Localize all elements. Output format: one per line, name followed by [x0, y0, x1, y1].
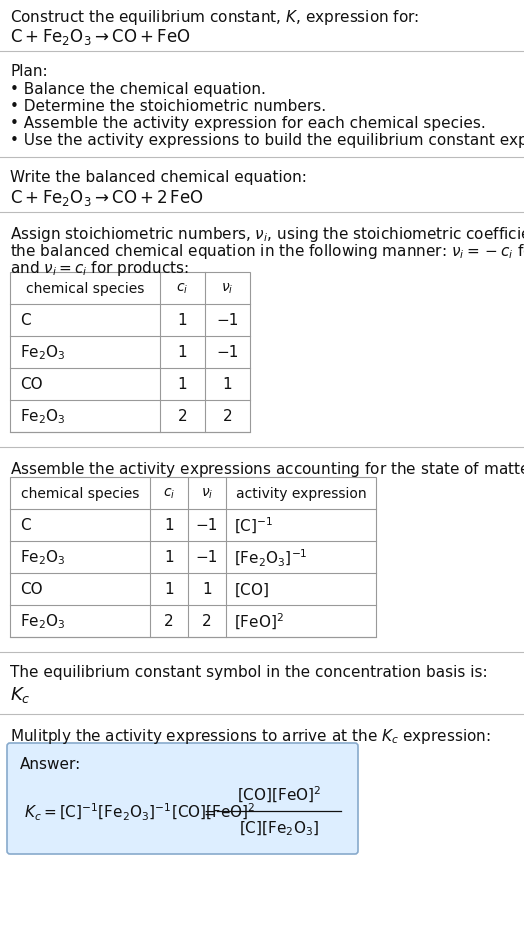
- Text: • Use the activity expressions to build the equilibrium constant expression.: • Use the activity expressions to build …: [10, 133, 524, 148]
- Text: $K_c$: $K_c$: [10, 684, 30, 704]
- Text: $\nu_i$: $\nu_i$: [221, 282, 234, 296]
- Text: −1: −1: [216, 346, 239, 360]
- Text: 1: 1: [178, 313, 187, 328]
- Text: $K_c = [\mathrm{C}]^{-1}[\mathrm{Fe_2O_3}]^{-1}[\mathrm{CO}][\mathrm{FeO}]^2$: $K_c = [\mathrm{C}]^{-1}[\mathrm{Fe_2O_3…: [24, 801, 256, 822]
- Text: • Balance the chemical equation.: • Balance the chemical equation.: [10, 82, 266, 97]
- Text: $\mathrm{Fe_2O_3}$: $\mathrm{Fe_2O_3}$: [20, 548, 66, 566]
- Text: −1: −1: [216, 313, 239, 328]
- Text: The equilibrium constant symbol in the concentration basis is:: The equilibrium constant symbol in the c…: [10, 664, 488, 680]
- Text: $[\mathrm{CO}]$: $[\mathrm{CO}]$: [234, 581, 269, 598]
- Text: Assign stoichiometric numbers, $\nu_i$, using the stoichiometric coefficients, $: Assign stoichiometric numbers, $\nu_i$, …: [10, 225, 524, 244]
- Text: Write the balanced chemical equation:: Write the balanced chemical equation:: [10, 169, 307, 185]
- Text: • Determine the stoichiometric numbers.: • Determine the stoichiometric numbers.: [10, 99, 326, 114]
- Text: $c_i$: $c_i$: [163, 486, 175, 501]
- Text: 1: 1: [164, 550, 174, 565]
- Text: $\mathrm{Fe_2O_3}$: $\mathrm{Fe_2O_3}$: [20, 344, 66, 362]
- Text: 2: 2: [223, 409, 232, 424]
- Text: $[\mathrm{C}][\mathrm{Fe_2O_3}]$: $[\mathrm{C}][\mathrm{Fe_2O_3}]$: [239, 819, 319, 838]
- Text: Construct the equilibrium constant, $K$, expression for:: Construct the equilibrium constant, $K$,…: [10, 8, 419, 27]
- Text: C: C: [20, 518, 30, 533]
- Text: 2: 2: [164, 614, 174, 629]
- FancyBboxPatch shape: [7, 744, 358, 854]
- Text: Mulitply the activity expressions to arrive at the $K_c$ expression:: Mulitply the activity expressions to arr…: [10, 726, 490, 745]
- Text: Answer:: Answer:: [20, 756, 81, 771]
- Text: $\mathrm{C + Fe_2O_3 \rightarrow CO + 2\,FeO}$: $\mathrm{C + Fe_2O_3 \rightarrow CO + 2\…: [10, 188, 204, 208]
- Bar: [10, 478, 376, 637]
- Text: $[\mathrm{FeO}]^{2}$: $[\mathrm{FeO}]^{2}$: [234, 611, 284, 631]
- Text: C: C: [20, 313, 30, 328]
- Text: chemical species: chemical species: [26, 282, 144, 296]
- Text: 1: 1: [178, 346, 187, 360]
- Text: 1: 1: [178, 377, 187, 392]
- Text: 1: 1: [202, 582, 212, 597]
- Bar: [10, 272, 250, 432]
- Text: −1: −1: [196, 518, 218, 533]
- Text: $\mathrm{C + Fe_2O_3 \rightarrow CO + FeO}$: $\mathrm{C + Fe_2O_3 \rightarrow CO + Fe…: [10, 27, 191, 47]
- Text: 1: 1: [164, 518, 174, 533]
- Text: the balanced chemical equation in the following manner: $\nu_i = -c_i$ for react: the balanced chemical equation in the fo…: [10, 242, 524, 261]
- Text: and $\nu_i = c_i$ for products:: and $\nu_i = c_i$ for products:: [10, 259, 189, 278]
- Text: CO: CO: [20, 377, 42, 392]
- Text: Assemble the activity expressions accounting for the state of matter and $\nu_i$: Assemble the activity expressions accoun…: [10, 460, 524, 479]
- Text: 1: 1: [164, 582, 174, 597]
- Text: CO: CO: [20, 582, 42, 597]
- Text: $=$: $=$: [201, 803, 217, 819]
- Text: −1: −1: [196, 550, 218, 565]
- Text: Plan:: Plan:: [10, 64, 48, 79]
- Text: $\nu_i$: $\nu_i$: [201, 486, 213, 501]
- Text: activity expression: activity expression: [236, 486, 366, 501]
- Text: $[\mathrm{C}]^{-1}$: $[\mathrm{C}]^{-1}$: [234, 515, 274, 535]
- Text: 2: 2: [202, 614, 212, 629]
- Text: 2: 2: [178, 409, 187, 424]
- Text: $[\mathrm{CO}][\mathrm{FeO}]^2$: $[\mathrm{CO}][\mathrm{FeO}]^2$: [237, 784, 321, 804]
- Text: • Assemble the activity expression for each chemical species.: • Assemble the activity expression for e…: [10, 116, 486, 130]
- Text: $\mathrm{Fe_2O_3}$: $\mathrm{Fe_2O_3}$: [20, 407, 66, 426]
- Text: 1: 1: [223, 377, 232, 392]
- Text: $[\mathrm{Fe_2O_3}]^{-1}$: $[\mathrm{Fe_2O_3}]^{-1}$: [234, 546, 308, 568]
- Text: chemical species: chemical species: [21, 486, 139, 501]
- Text: $\mathrm{Fe_2O_3}$: $\mathrm{Fe_2O_3}$: [20, 612, 66, 630]
- Text: $c_i$: $c_i$: [177, 282, 189, 296]
